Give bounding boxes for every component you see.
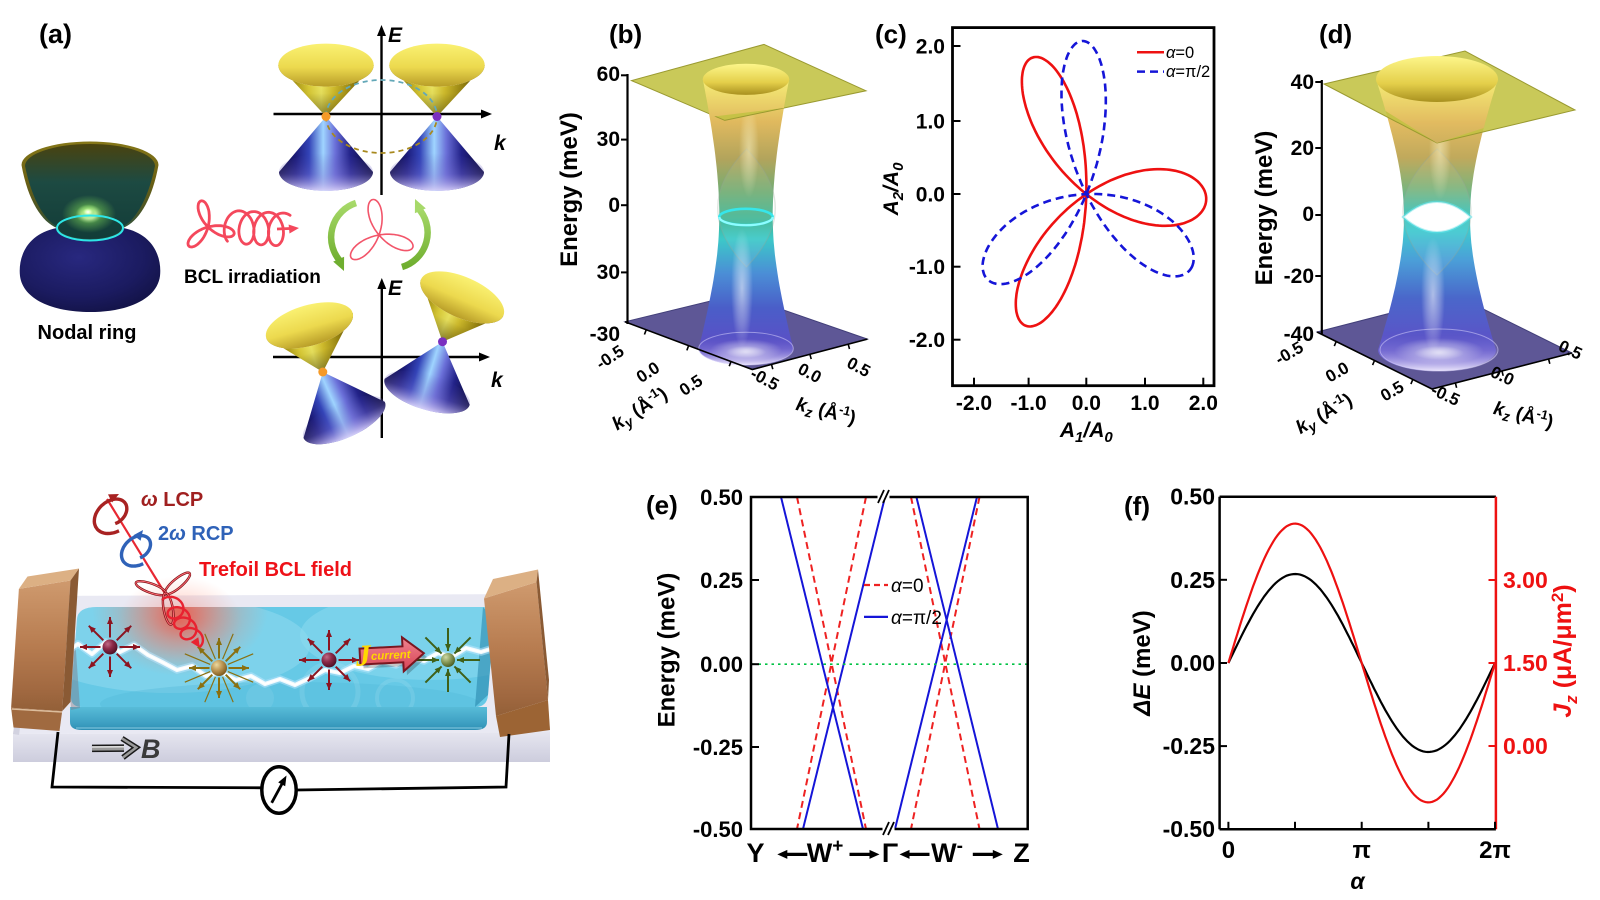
svg-text:A1/A0: A1/A0 xyxy=(1059,419,1114,446)
svg-text:(e): (e) xyxy=(646,490,678,520)
svg-text:0.0: 0.0 xyxy=(1322,358,1352,386)
svg-text:A2/A0: A2/A0 xyxy=(880,162,907,217)
svg-text:-30: -30 xyxy=(590,323,620,346)
svg-text:0.00: 0.00 xyxy=(1503,733,1548,759)
svg-text:-0.5: -0.5 xyxy=(593,341,628,373)
svg-text:k: k xyxy=(494,132,507,155)
svg-text:-2.0: -2.0 xyxy=(956,392,992,415)
svg-text:E: E xyxy=(388,24,403,47)
svg-text:30: 30 xyxy=(597,128,620,151)
svg-text:kz (Å-1): kz (Å-1) xyxy=(1491,395,1556,435)
svg-text:α=0: α=0 xyxy=(1166,44,1194,62)
svg-text:3.00: 3.00 xyxy=(1503,567,1548,593)
svg-text:-0.5: -0.5 xyxy=(1428,380,1463,410)
svg-text:0: 0 xyxy=(608,194,620,217)
svg-text:1.0: 1.0 xyxy=(1130,392,1159,415)
svg-text:B: B xyxy=(141,734,161,764)
svg-text:(f): (f) xyxy=(1124,491,1150,521)
svg-text:J: J xyxy=(354,639,373,673)
svg-text:α=π/2: α=π/2 xyxy=(891,608,942,629)
svg-text:α=0: α=0 xyxy=(891,576,924,597)
svg-text:Energy (meV): Energy (meV) xyxy=(654,573,681,728)
svg-text:kz (Å-1): kz (Å-1) xyxy=(793,391,858,431)
svg-text:0: 0 xyxy=(1302,203,1314,226)
svg-text:-2.0: -2.0 xyxy=(909,329,945,352)
svg-text:π: π xyxy=(1353,837,1371,864)
svg-text:0.50: 0.50 xyxy=(700,485,743,510)
svg-text:Jz (μA/μm2): Jz (μA/μm2) xyxy=(1548,584,1581,717)
svg-text:0.00: 0.00 xyxy=(700,652,743,677)
svg-text:ω LCP: ω LCP xyxy=(141,489,203,511)
svg-text:0.50: 0.50 xyxy=(1170,484,1215,510)
svg-text:Γ: Γ xyxy=(882,838,898,868)
svg-text:(b): (b) xyxy=(609,19,642,49)
svg-text:0.00: 0.00 xyxy=(1170,650,1215,676)
svg-text:Nodal ring: Nodal ring xyxy=(38,322,137,344)
svg-text:W-: W- xyxy=(931,836,963,868)
svg-text:2π: 2π xyxy=(1479,837,1511,864)
svg-text:BCL irradiation: BCL irradiation xyxy=(184,267,321,288)
svg-text:0.0: 0.0 xyxy=(916,184,945,207)
svg-text:α=π/2: α=π/2 xyxy=(1166,63,1210,81)
svg-text:-0.25: -0.25 xyxy=(1163,733,1216,759)
svg-text:-0.25: -0.25 xyxy=(693,735,743,760)
svg-text:-0.50: -0.50 xyxy=(693,817,743,842)
svg-text:Trefoil BCL field: Trefoil BCL field xyxy=(199,559,352,581)
svg-text:-0.50: -0.50 xyxy=(1163,816,1215,842)
svg-text:k: k xyxy=(491,369,504,392)
svg-text:(a): (a) xyxy=(39,19,72,49)
svg-text:ΔE (meV): ΔE (meV) xyxy=(1129,610,1156,716)
svg-text:0.0: 0.0 xyxy=(633,358,663,387)
svg-text:W+: W+ xyxy=(807,836,844,868)
svg-text:Z: Z xyxy=(1013,838,1030,868)
svg-text:20: 20 xyxy=(1291,137,1314,160)
svg-text:60: 60 xyxy=(597,63,620,86)
svg-text:0.25: 0.25 xyxy=(700,568,743,593)
svg-text:current: current xyxy=(371,649,412,663)
svg-text:Energy (meV): Energy (meV) xyxy=(1251,131,1278,286)
svg-text:1.50: 1.50 xyxy=(1503,650,1548,676)
svg-text:(c): (c) xyxy=(875,19,907,49)
svg-text:2.0: 2.0 xyxy=(916,36,945,59)
svg-text:2ω RCP: 2ω RCP xyxy=(158,523,234,545)
svg-text:30: 30 xyxy=(597,261,620,284)
svg-text:ky (Å-1): ky (Å-1) xyxy=(607,381,673,436)
svg-text:Y: Y xyxy=(746,838,764,868)
svg-text:-20: -20 xyxy=(1284,265,1314,288)
svg-text:E: E xyxy=(388,277,403,300)
svg-text:Energy (meV): Energy (meV) xyxy=(556,112,583,267)
svg-text:ky (Å-1): ky (Å-1) xyxy=(1291,387,1357,440)
svg-text:(d): (d) xyxy=(1319,19,1352,49)
svg-text:0: 0 xyxy=(1222,837,1235,864)
svg-text:0.5: 0.5 xyxy=(1377,377,1407,405)
svg-text:0.25: 0.25 xyxy=(1170,567,1215,593)
svg-text:1.0: 1.0 xyxy=(916,111,945,134)
svg-text:2.0: 2.0 xyxy=(1189,392,1218,415)
svg-text:α: α xyxy=(1350,868,1366,894)
svg-text:-40: -40 xyxy=(1284,323,1314,346)
svg-text:-1.0: -1.0 xyxy=(909,256,945,279)
svg-text:0.5: 0.5 xyxy=(676,371,706,400)
svg-text:0.5: 0.5 xyxy=(1556,336,1585,363)
svg-text:0.0: 0.0 xyxy=(1072,392,1101,415)
svg-text:-1.0: -1.0 xyxy=(1011,392,1047,415)
svg-text:40: 40 xyxy=(1291,71,1314,94)
svg-text:0.0: 0.0 xyxy=(795,359,825,387)
